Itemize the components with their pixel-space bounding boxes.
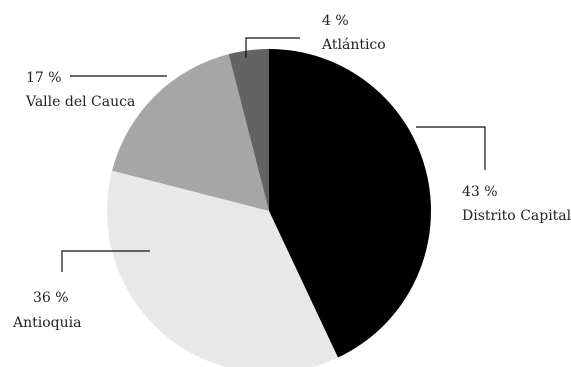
pie-slice-antioquia [107,170,338,367]
name-label-valle-del-cauca: Valle del Cauca [25,94,135,110]
leader-lines [61,37,486,272]
leader-antioquia [61,250,150,272]
pie-slices [107,49,431,367]
leader-distrito-capital [416,126,486,170]
name-label-atlantico: Atlántico [321,37,386,53]
pie-slice-valle-del-cauca [112,54,269,212]
pct-label-distrito-capital: 43 % [462,184,498,200]
pct-label-antioquia: 36 % [33,290,69,306]
pie-slice-distrito-capital [269,49,431,358]
pie-slice-atlantico [228,49,269,211]
name-label-distrito-capital: Distrito Capital [462,208,571,224]
pct-label-valle-del-cauca: 17 % [26,70,62,86]
leader-atlantico [245,37,300,58]
data-labels: 43 % Distrito Capital 36 % Antioquia 17 … [12,13,571,331]
pct-label-atlantico: 4 % [322,13,349,29]
name-label-antioquia: Antioquia [12,315,81,331]
